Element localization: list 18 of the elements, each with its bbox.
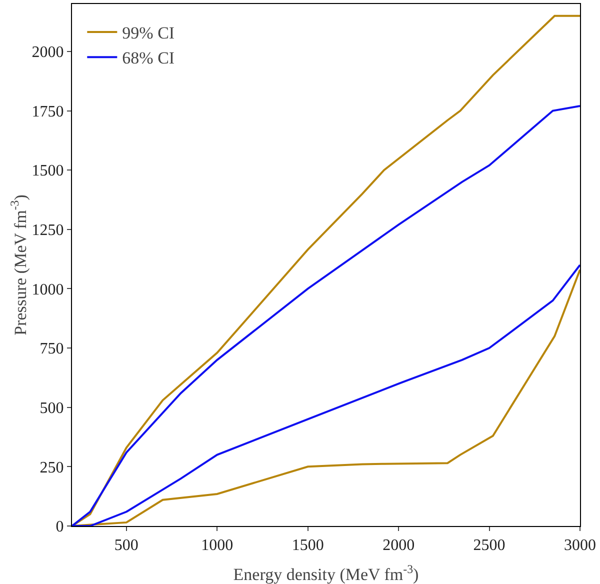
legend-label: 99% CI xyxy=(122,24,175,43)
y-tick-label: 1250 xyxy=(32,222,64,240)
y-tick-label: 1750 xyxy=(32,103,64,120)
x-tick-label: 2000 xyxy=(382,537,415,554)
y-tick-label: 0 xyxy=(56,518,64,536)
y-tick-label: 1500 xyxy=(32,162,64,180)
x-tick-label: 2500 xyxy=(473,537,506,554)
x-tick-label: 500 xyxy=(114,537,138,554)
legend-label: 68% CI xyxy=(122,48,175,68)
y-tick-label: 250 xyxy=(40,459,64,476)
y-tick-label: 2000 xyxy=(32,44,64,62)
x-tick-label: 1000 xyxy=(201,537,234,554)
y-tick-label: 1000 xyxy=(32,281,64,298)
x-axis-title: Energy density (MeV fm$^{-3}$) xyxy=(233,562,419,584)
y-tick-label: 750 xyxy=(40,340,64,358)
x-tick-label: 1500 xyxy=(292,537,324,554)
y-tick-label: 500 xyxy=(40,400,64,417)
x-tick-label: 3000 xyxy=(564,537,596,554)
